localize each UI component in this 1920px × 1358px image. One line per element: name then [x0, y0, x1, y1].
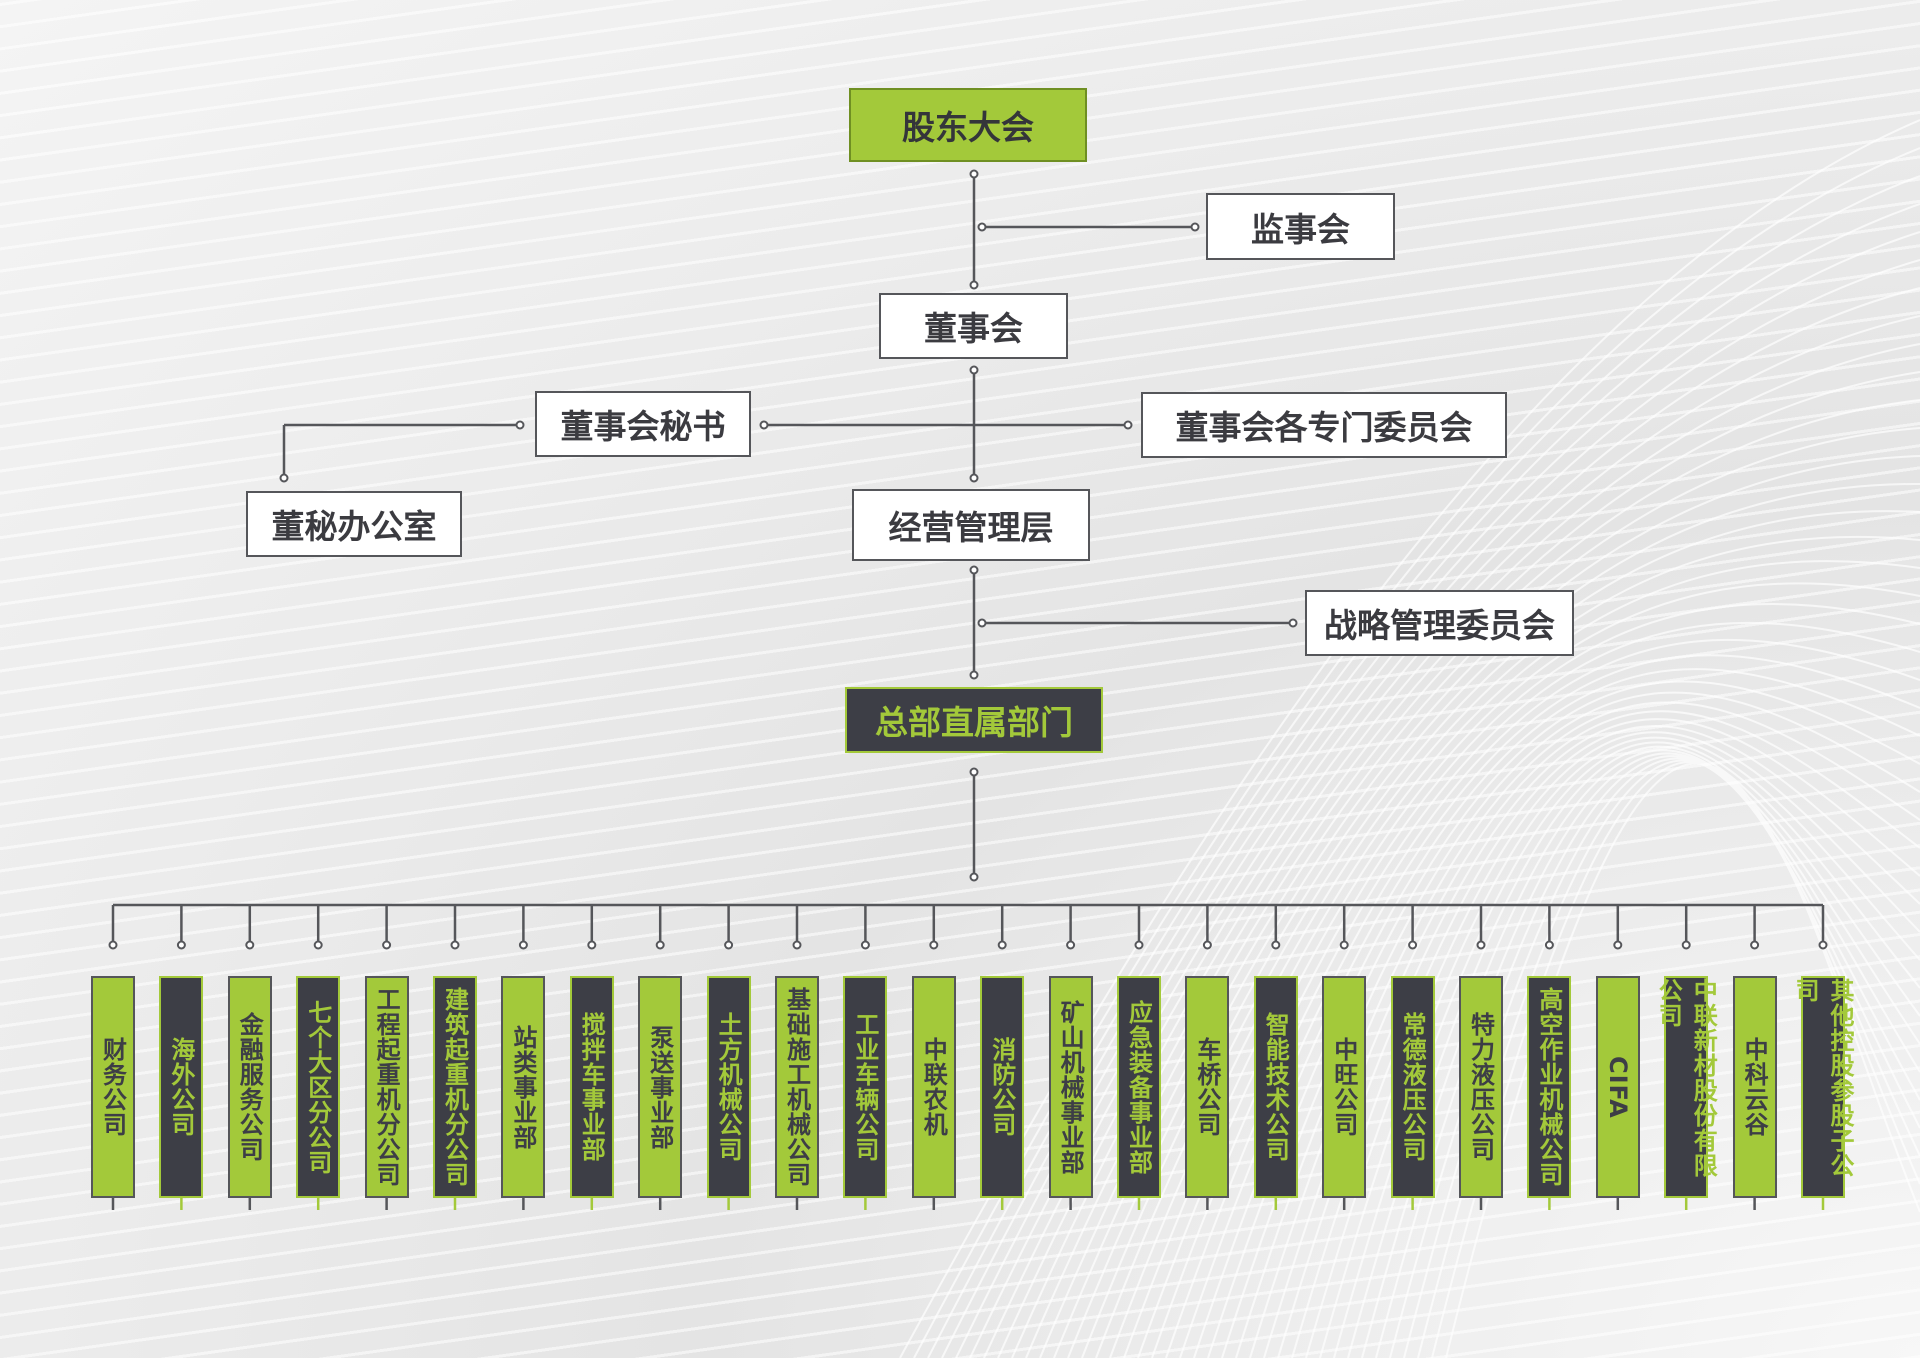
- connector-dot: [792, 940, 802, 950]
- subsidiary-box: 海外公司: [159, 976, 204, 1198]
- subsidiary-box: 矿山机械事业部: [1048, 976, 1093, 1198]
- subsidiary-box: 应急装备事业部: [1117, 976, 1161, 1198]
- node-board-secretary: 董事会秘书: [535, 391, 751, 457]
- connector-dot: [382, 940, 392, 950]
- connector-dot: [1066, 940, 1076, 950]
- wave-line: [1333, 741, 1920, 1358]
- subsidiary-box: 搅拌车事业部: [569, 976, 614, 1198]
- connector-dot: [997, 940, 1007, 950]
- wave-line: [1123, 560, 1920, 1358]
- connector-dot: [1750, 940, 1760, 950]
- subsidiary-box: 中联新材股份有限公司: [1654, 976, 1717, 1198]
- wave-line: [1277, 718, 1920, 1358]
- wave-line: [997, 315, 1920, 1358]
- subsidiary-box: 土方机械公司: [706, 976, 751, 1198]
- connector-dot: [1681, 940, 1691, 950]
- subsidiary-box: 车桥公司: [1185, 976, 1230, 1198]
- subsidiary-box: 站类事业部: [501, 976, 546, 1198]
- wave-line: [1193, 654, 1920, 1358]
- subsidiary-box: 工程起重机分公司: [364, 976, 409, 1198]
- subsidiary-box: 基础施工机械公司: [775, 976, 819, 1198]
- wave-line: [1067, 455, 1920, 1358]
- subsidiary-box: 消防公司: [980, 976, 1025, 1198]
- node-strategy-committee: 战略管理委员会: [1305, 590, 1574, 656]
- node-shareholders-meeting: 股东大会: [849, 88, 1087, 162]
- wave-line: [1263, 710, 1920, 1358]
- connector-dot: [1339, 940, 1349, 950]
- node-board-committees: 董事会各专门委员会: [1141, 392, 1507, 458]
- connector-dot: [860, 940, 870, 950]
- subsidiary-box: 中科云谷: [1732, 976, 1777, 1198]
- connector-dot: [929, 940, 939, 950]
- node-board-of-directors: 董事会: [879, 293, 1068, 359]
- subsidiary-box: 中联农机: [911, 976, 956, 1198]
- connector-dot: [1134, 940, 1144, 950]
- node-management: 经营管理层: [852, 489, 1090, 561]
- subsidiary-box: 特力液压公司: [1459, 976, 1503, 1198]
- wave-line: [1207, 668, 1920, 1358]
- connector-dot: [1202, 940, 1212, 950]
- connector-dot: [587, 940, 597, 950]
- wave-line: [1347, 745, 1920, 1358]
- wave-line: [1053, 427, 1920, 1358]
- subsidiary-box: 其他控股参股子公司: [1791, 976, 1854, 1198]
- subsidiary-box: 常德液压公司: [1390, 976, 1435, 1198]
- connector-dot: [108, 940, 118, 950]
- subsidiary-box: 金融服务公司: [227, 976, 272, 1198]
- connector-dot: [1476, 940, 1486, 950]
- connector-dot: [1271, 940, 1281, 950]
- node-secretary-office: 董秘办公室: [246, 491, 462, 557]
- connector-dot: [655, 940, 665, 950]
- node-hq-departments: 总部直属部门: [845, 687, 1103, 753]
- connector-dot: [724, 940, 734, 950]
- connector-dot: [176, 940, 186, 950]
- subsidiary-box: 智能技术公司: [1253, 976, 1298, 1198]
- subsidiary-box: 工业车辆公司: [843, 976, 888, 1198]
- subsidiary-box: 高空作业机械公司: [1527, 976, 1572, 1198]
- connector-dot: [450, 940, 460, 950]
- subsidiary-box: 中旺公司: [1322, 976, 1367, 1198]
- connector-dot: [1613, 940, 1623, 950]
- wave-line: [1137, 582, 1920, 1358]
- connector-dot: [518, 940, 528, 950]
- subsidiary-box: CIFA: [1595, 976, 1640, 1198]
- subsidiary-box: 七个大区分公司: [296, 976, 341, 1198]
- connector-dot: [1544, 940, 1554, 950]
- node-supervisory-board: 监事会: [1206, 193, 1395, 260]
- connector-dot: [313, 940, 323, 950]
- subsidiary-box: 财务公司: [91, 976, 135, 1198]
- connector-dot: [1818, 940, 1828, 950]
- subsidiary-box: 建筑起重机分公司: [433, 976, 477, 1198]
- connector-dot: [1408, 940, 1418, 950]
- subsidiary-box: 泵送事业部: [638, 976, 683, 1198]
- connector-dot: [245, 940, 255, 950]
